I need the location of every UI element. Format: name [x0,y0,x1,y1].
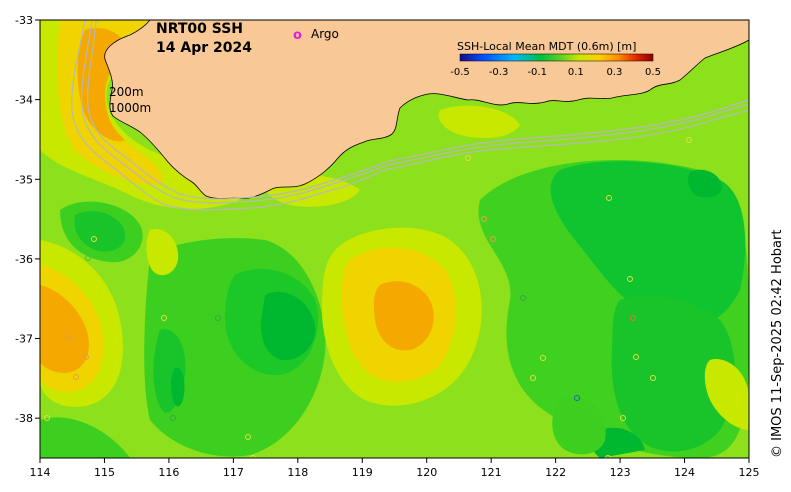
depth-label-1000m: 1000m [109,101,151,115]
argo-marker [606,195,612,201]
y-axis: -33 -34 -35 -36 -37 -38 [15,14,40,425]
argo-marker [627,276,633,282]
argo-marker [73,374,79,380]
argo-marker [605,455,611,458]
x-tick-label: 116 [158,466,179,479]
colorbar-tick-label: 0.3 [606,67,622,78]
colorbar-gradient [459,53,654,62]
argo-marker [83,354,89,360]
argo-marker [574,395,580,401]
argo-marker [161,315,167,321]
argo-marker [91,236,97,242]
argo-marker [530,375,536,381]
x-tick-label: 119 [352,466,373,479]
y-tick-label: -34 [15,94,33,107]
x-tick-label: 115 [94,466,115,479]
colorbar-ticks: -0.5 -0.3 -0.1 0.1 0.3 0.5 [450,67,661,78]
x-tick-label: 125 [739,466,760,479]
argo-marker [85,255,91,261]
y-tick-label: -33 [15,14,33,27]
argo-marker [630,315,636,321]
plot-frame [39,19,750,459]
x-tick-label: 117 [223,466,244,479]
y-tick-label: -36 [15,253,33,266]
argo-marker [250,455,256,458]
x-tick-label: 123 [610,466,631,479]
argo-legend-symbol: o [293,28,302,43]
x-tick-label: 114 [30,466,51,479]
y-tick-label: -38 [15,412,33,425]
colorbar-title: SSH-Local Mean MDT (0.6m) [m] [457,40,636,53]
x-tick-label: 124 [674,466,695,479]
colorbar: SSH-Local Mean MDT (0.6m) [m] -0.5 -0.3 -0… [450,40,661,78]
x-tick-label: 118 [287,466,308,479]
argo-markers [44,137,692,458]
argo-marker [245,434,251,440]
plot-area [40,20,749,458]
colorbar-tick-label: 0.1 [568,67,584,78]
argo-marker [520,295,526,301]
x-tick-label: 121 [481,466,502,479]
title-product: NRT00 SSH [156,21,243,37]
ssh-low-anomalies [40,160,749,458]
argo-marker [490,236,496,242]
land-mass [104,20,749,199]
colorbar-tick-label: 0.5 [645,67,661,78]
title-date: 14 Apr 2024 [156,40,252,56]
depth-label-200m: 200m [109,85,144,99]
y-tick-label: -37 [15,333,33,346]
colorbar-tick-label: -0.1 [527,67,547,78]
ssh-high-anomalies [40,20,749,430]
argo-marker [650,375,656,381]
argo-marker [481,216,487,222]
x-axis: 114 115 116 117 118 119 120 121 122 123 124 125 [30,458,760,479]
depth-contours [71,20,749,211]
y-tick-label: -35 [15,173,33,186]
argo-marker [65,335,71,341]
argo-marker [620,415,626,421]
argo-marker [633,354,639,360]
x-tick-label: 122 [545,466,566,479]
argo-marker [215,315,221,321]
argo-marker [540,355,546,361]
colorbar-tick-label: -0.3 [489,67,509,78]
argo-marker [686,137,692,143]
argo-marker [465,155,471,161]
argo-marker [44,415,50,421]
x-tick-label: 120 [416,466,437,479]
credit-text: © IMOS 11-Sep-2025 02:42 Hobart [770,230,785,458]
colorbar-tick-label: -0.5 [450,67,470,78]
argo-marker [170,415,176,421]
argo-legend-label: Argo [311,27,339,41]
